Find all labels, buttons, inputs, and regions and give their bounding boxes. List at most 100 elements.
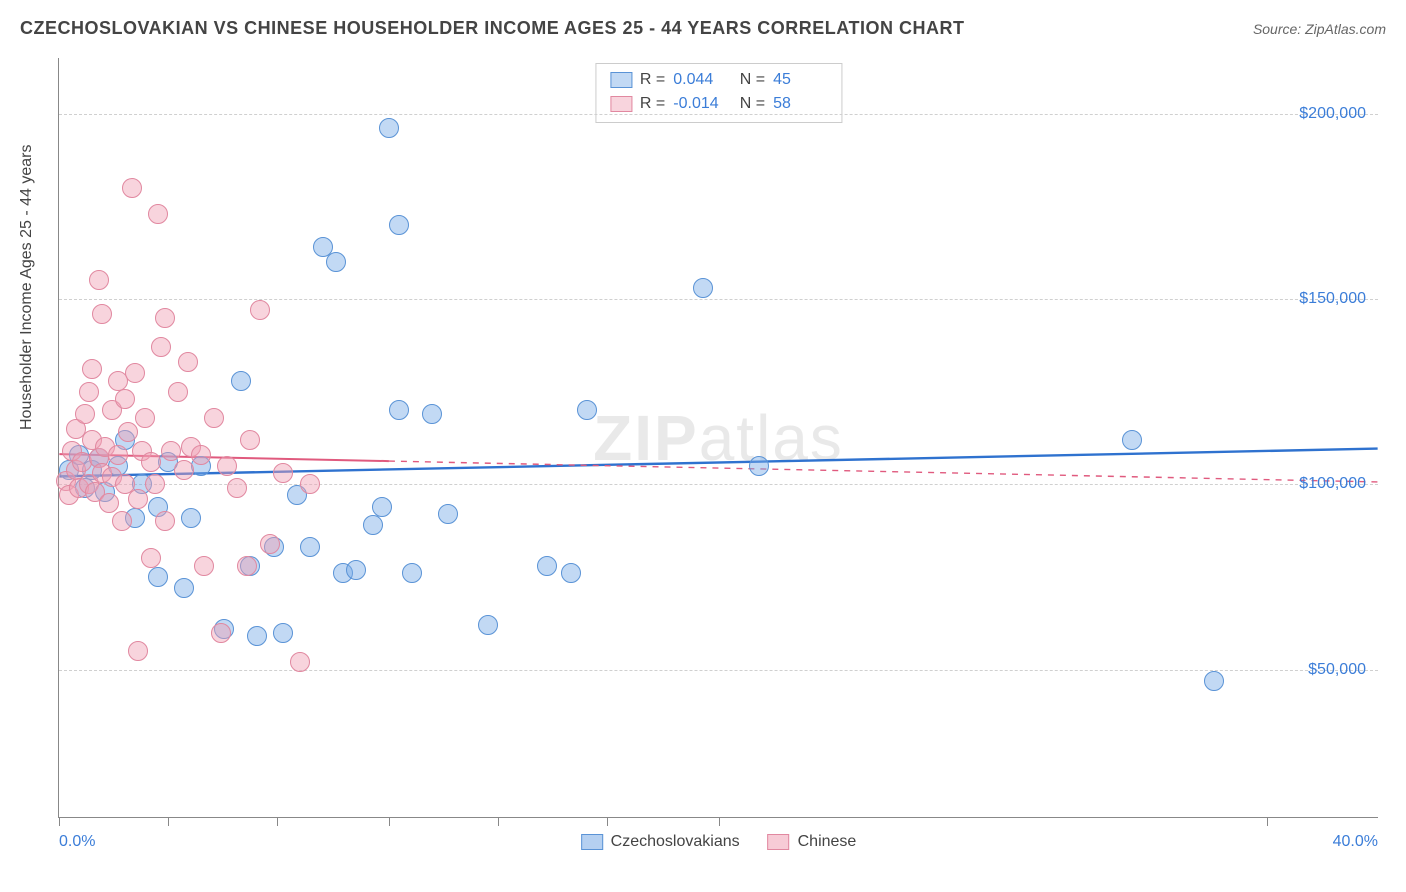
data-point <box>1204 671 1224 691</box>
legend-item: Chinese <box>768 833 857 851</box>
data-point <box>155 511 175 531</box>
data-point <box>112 511 132 531</box>
stat-r-value: -0.014 <box>673 92 727 116</box>
data-point <box>204 408 224 428</box>
data-point <box>379 118 399 138</box>
data-point <box>363 515 383 535</box>
data-point <box>75 404 95 424</box>
data-point <box>92 304 112 324</box>
data-point <box>108 445 128 465</box>
x-tick <box>277 817 278 826</box>
data-point <box>145 474 165 494</box>
data-point <box>749 456 769 476</box>
data-point <box>1122 430 1142 450</box>
stat-n-label: N = <box>735 68 765 92</box>
data-point <box>273 463 293 483</box>
data-point <box>300 474 320 494</box>
data-point <box>389 400 409 420</box>
data-point <box>141 452 161 472</box>
watermark-light: atlas <box>699 402 844 474</box>
data-point <box>422 404 442 424</box>
data-point <box>247 626 267 646</box>
y-tick-label: $50,000 <box>1308 661 1366 679</box>
data-point <box>89 270 109 290</box>
data-point <box>122 178 142 198</box>
plot-area: ZIPatlas R =0.044 N =45R =-0.014 N =58 C… <box>58 58 1378 818</box>
watermark: ZIPatlas <box>593 401 844 475</box>
data-point <box>372 497 392 517</box>
data-point <box>561 563 581 583</box>
stat-n-value: 58 <box>773 92 827 116</box>
data-point <box>128 489 148 509</box>
data-point <box>191 445 211 465</box>
data-point <box>99 493 119 513</box>
data-point <box>118 422 138 442</box>
y-axis-title: Householder Income Ages 25 - 44 years <box>18 145 36 431</box>
legend-item: Czechoslovakians <box>581 833 740 851</box>
data-point <box>151 337 171 357</box>
x-axis-max-label: 40.0% <box>1333 833 1378 851</box>
data-point <box>194 556 214 576</box>
data-point <box>135 408 155 428</box>
x-tick <box>59 817 60 826</box>
watermark-bold: ZIP <box>593 402 699 474</box>
x-tick <box>719 817 720 826</box>
data-point <box>438 504 458 524</box>
data-point <box>237 556 257 576</box>
gridline <box>59 670 1378 671</box>
data-point <box>155 308 175 328</box>
stat-n-value: 45 <box>773 68 827 92</box>
x-tick <box>1267 817 1268 826</box>
data-point <box>693 278 713 298</box>
data-point <box>577 400 597 420</box>
legend-label: Chinese <box>798 833 857 851</box>
data-point <box>300 537 320 557</box>
data-point <box>389 215 409 235</box>
data-point <box>148 204 168 224</box>
x-tick <box>498 817 499 826</box>
data-point <box>250 300 270 320</box>
data-point <box>211 623 231 643</box>
stat-r-value: 0.044 <box>673 68 727 92</box>
bottom-legend: Czechoslovakians Chinese <box>581 833 857 851</box>
data-point <box>273 623 293 643</box>
stat-n-label: N = <box>735 92 765 116</box>
gridline <box>59 484 1378 485</box>
data-point <box>181 508 201 528</box>
legend-swatch <box>610 72 632 88</box>
source-label: Source: ZipAtlas.com <box>1253 21 1386 37</box>
data-point <box>161 441 181 461</box>
data-point <box>402 563 422 583</box>
data-point <box>82 359 102 379</box>
data-point <box>217 456 237 476</box>
legend-swatch <box>581 834 603 850</box>
y-tick-label: $200,000 <box>1299 105 1366 123</box>
data-point <box>227 478 247 498</box>
x-axis-min-label: 0.0% <box>59 833 95 851</box>
data-point <box>260 534 280 554</box>
x-tick <box>168 817 169 826</box>
data-point <box>537 556 557 576</box>
legend-swatch <box>610 96 632 112</box>
gridline <box>59 114 1378 115</box>
data-point <box>326 252 346 272</box>
data-point <box>478 615 498 635</box>
data-point <box>79 382 99 402</box>
data-point <box>290 652 310 672</box>
legend-swatch <box>768 834 790 850</box>
y-tick-label: $150,000 <box>1299 290 1366 308</box>
legend-label: Czechoslovakians <box>611 833 740 851</box>
data-point <box>148 567 168 587</box>
chart-title: CZECHOSLOVAKIAN VS CHINESE HOUSEHOLDER I… <box>20 18 964 39</box>
y-tick-label: $100,000 <box>1299 475 1366 493</box>
data-point <box>240 430 260 450</box>
data-point <box>128 641 148 661</box>
x-tick <box>607 817 608 826</box>
data-point <box>141 548 161 568</box>
data-point <box>115 389 135 409</box>
data-point <box>346 560 366 580</box>
stat-r-label: R = <box>640 68 665 92</box>
stat-r-label: R = <box>640 92 665 116</box>
stats-row: R = -0.014 N = 58 <box>610 92 827 116</box>
data-point <box>231 371 251 391</box>
